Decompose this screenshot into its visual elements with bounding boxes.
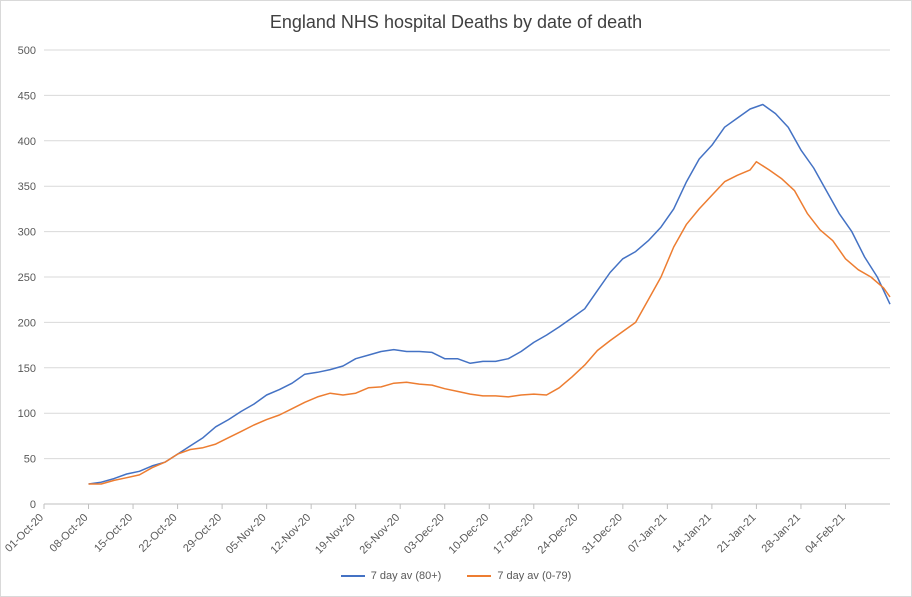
y-axis-ticks: 0 50 100 150 200 250 300 350 400 450 500: [18, 45, 36, 511]
x-tick-label: 26-Nov-20: [358, 512, 403, 557]
x-tick-label: 12-Nov-20: [268, 512, 313, 557]
x-tick-label: 08-Oct-20: [48, 512, 91, 555]
legend-item: 7 day av (80+): [340, 570, 442, 582]
x-tick-label: 29-Oct-20: [181, 512, 224, 555]
x-tick-label: 19-Nov-20: [313, 512, 358, 557]
x-axis-ticks: 01-Oct-20 08-Oct-20 15-Oct-20 22-Oct-20 29-O…: [3, 504, 848, 556]
x-tick-label: 24-Dec-20: [536, 512, 581, 557]
y-tick-label: 300: [18, 227, 36, 239]
x-tick-label: 28-Jan-21: [760, 512, 804, 556]
x-tick-label: 01-Oct-20: [3, 512, 46, 555]
legend: 7 day av (80+) 7 day av (0-79): [0, 570, 912, 582]
y-tick-label: 450: [18, 90, 36, 102]
x-tick-label: 03-Dec-20: [402, 512, 447, 557]
x-tick-label: 05-Nov-20: [224, 512, 269, 557]
chart-title: England NHS hospital Deaths by date of d…: [269, 12, 643, 32]
x-tick-label: 07-Jan-21: [626, 512, 670, 556]
gridlines: [44, 49, 890, 505]
y-tick-label: 150: [18, 363, 36, 375]
series-line: [88, 160, 891, 485]
y-tick-label: 350: [18, 181, 36, 193]
y-tick-label: 250: [18, 272, 36, 284]
x-tick-label: 21-Jan-21: [715, 512, 759, 556]
y-tick-label: 100: [18, 408, 36, 420]
y-tick-label: 50: [24, 454, 36, 466]
legend-label: 7 day av (0-79): [497, 570, 572, 582]
legend-swatch: [340, 575, 365, 577]
x-tick-label: 15-Oct-20: [92, 512, 135, 555]
x-tick-label: 04-Feb-21: [803, 512, 847, 556]
y-tick-label: 400: [18, 136, 36, 148]
x-tick-label: 14-Jan-21: [670, 512, 714, 556]
legend-label: 7 day av (80+): [370, 570, 442, 582]
series-lines: [88, 103, 891, 485]
x-tick-label: 31-Dec-20: [580, 512, 625, 557]
legend-item: 7 day av (0-79): [467, 570, 571, 582]
legend-swatch: [467, 575, 492, 577]
x-tick-label: 17-Dec-20: [491, 512, 536, 557]
y-tick-label: 0: [30, 499, 36, 511]
x-tick-label: 10-Dec-20: [447, 512, 492, 557]
y-tick-label: 500: [18, 45, 36, 57]
y-tick-label: 200: [18, 317, 36, 329]
x-tick-label: 22-Oct-20: [137, 512, 180, 555]
series-line: [88, 103, 891, 485]
